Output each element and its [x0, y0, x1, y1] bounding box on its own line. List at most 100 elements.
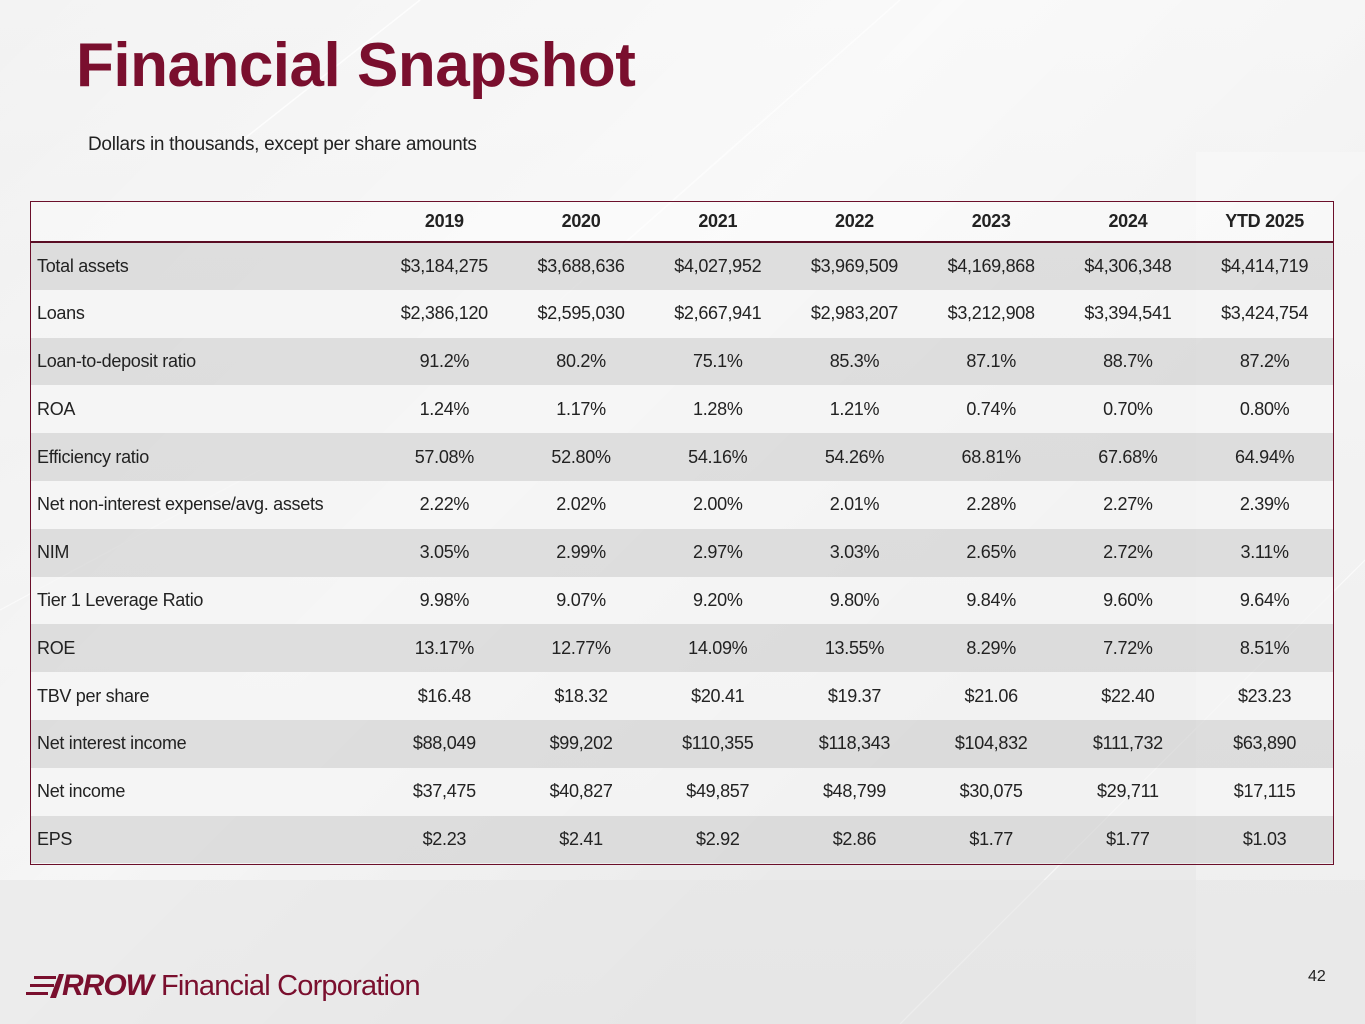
table-cell: $2,667,941 — [649, 289, 787, 338]
column-header: 2021 — [649, 202, 787, 243]
arrow-logo-icon — [26, 974, 64, 998]
table-cell: 2.27% — [1059, 480, 1197, 529]
table-cell: $111,732 — [1059, 719, 1197, 768]
table-cell: $1.77 — [922, 815, 1060, 864]
table-cell: 9.07% — [512, 576, 650, 625]
table-cell: 1.21% — [786, 385, 923, 434]
table-row: TBV per share $16.48 $18.32 $20.41 $19.37 $21… — [31, 672, 1333, 720]
table-cell: $118,343 — [786, 719, 923, 768]
row-label: ROE — [31, 624, 376, 673]
table-cell: 9.60% — [1059, 576, 1197, 625]
table-cell: 1.17% — [512, 385, 650, 434]
table-cell: 1.28% — [649, 385, 787, 434]
table-cell: $18.32 — [512, 672, 650, 720]
table-cell: 67.68% — [1059, 433, 1197, 481]
table-cell: 14.09% — [649, 624, 787, 673]
table-cell: 91.2% — [376, 337, 513, 386]
table-cell: 8.51% — [1196, 624, 1333, 673]
table-header-row: 2019 2020 2021 2022 2023 2024 YTD 2025 — [31, 202, 1333, 243]
table-row: NIM 3.05% 2.99% 2.97% 3.03% 2.65% 2.72% 3.11% — [31, 528, 1333, 577]
table-cell: $2.41 — [512, 815, 650, 864]
page-subtitle: Dollars in thousands, except per share a… — [88, 134, 477, 155]
table-row: Tier 1 Leverage Ratio 9.98% 9.07% 9.20% 9.80… — [31, 576, 1333, 625]
table-cell: 9.98% — [376, 576, 513, 625]
table-cell: $20.41 — [649, 672, 787, 720]
column-header: 2019 — [376, 202, 513, 243]
table-cell: $40,827 — [512, 767, 650, 816]
row-label: Loans — [31, 289, 376, 338]
table-cell: 8.29% — [922, 624, 1060, 673]
table-cell: 9.84% — [922, 576, 1060, 625]
row-label: Efficiency ratio — [31, 433, 376, 481]
table-row: Net non-interest expense/avg. assets 2.22… — [31, 480, 1333, 529]
table-cell: $2,983,207 — [786, 289, 923, 338]
row-label: Total assets — [31, 242, 376, 290]
table-cell: 9.20% — [649, 576, 787, 625]
table-cell: $4,306,348 — [1059, 242, 1197, 290]
table-cell: 2.72% — [1059, 528, 1197, 577]
table-cell: 13.55% — [786, 624, 923, 673]
table-row: Net income $37,475 $40,827 $49,857 $48,799 $3… — [31, 767, 1333, 816]
table-cell: $4,169,868 — [922, 242, 1060, 290]
table-cell: $4,027,952 — [649, 242, 787, 290]
table-cell: 88.7% — [1059, 337, 1197, 386]
logo-company-name: Financial Corporation — [160, 969, 421, 1002]
table-row: ROA 1.24% 1.17% 1.28% 1.21% 0.74% 0.70% 0.80% — [31, 385, 1333, 434]
column-header: 2023 — [922, 202, 1060, 243]
table-cell: $2.92 — [649, 815, 787, 864]
table-cell: 12.77% — [512, 624, 650, 673]
table-cell: $3,424,754 — [1196, 289, 1333, 338]
table-cell: 57.08% — [376, 433, 513, 481]
table-cell: $2.86 — [786, 815, 923, 864]
table-cell: 9.80% — [786, 576, 923, 625]
table-cell: $16.48 — [376, 672, 513, 720]
table-cell: $1.77 — [1059, 815, 1197, 864]
table-cell: 68.81% — [922, 433, 1060, 481]
table-cell: $110,355 — [649, 719, 787, 768]
table-cell: 13.17% — [376, 624, 513, 673]
logo-wordmark: RROW — [62, 969, 154, 1002]
table-cell: $37,475 — [376, 767, 513, 816]
page-title: Financial Snapshot — [76, 31, 636, 100]
table-cell: $104,832 — [922, 719, 1060, 768]
table-cell: 2.28% — [922, 480, 1060, 529]
table-cell: 52.80% — [512, 433, 650, 481]
table-cell: $3,394,541 — [1059, 289, 1197, 338]
table-cell: $1.03 — [1196, 815, 1333, 864]
table-cell: $21.06 — [922, 672, 1060, 720]
table-row: Net interest income $88,049 $99,202 $110,35… — [31, 719, 1333, 768]
table-cell: 2.65% — [922, 528, 1060, 577]
row-label: Net income — [31, 767, 376, 816]
table-cell: 2.22% — [376, 480, 513, 529]
table-cell: 1.24% — [376, 385, 513, 434]
financial-table: 2019 2020 2021 2022 2023 2024 YTD 2025 T… — [30, 201, 1334, 865]
table-cell: $22.40 — [1059, 672, 1197, 720]
row-label: Net non-interest expense/avg. assets — [31, 480, 376, 529]
table-cell: 9.64% — [1196, 576, 1333, 625]
table-cell: $2,386,120 — [376, 289, 513, 338]
table-cell: 2.02% — [512, 480, 650, 529]
table-cell: 7.72% — [1059, 624, 1197, 673]
column-header: 2024 — [1059, 202, 1197, 243]
table-row: ROE 13.17% 12.77% 14.09% 13.55% 8.29% 7.72% 8.5… — [31, 624, 1333, 673]
row-label: ROA — [31, 385, 376, 434]
table-cell: $30,075 — [922, 767, 1060, 816]
table-cell: $19.37 — [786, 672, 923, 720]
row-label: NIM — [31, 528, 376, 577]
table-cell: $4,414,719 — [1196, 242, 1333, 290]
table-cell: 0.80% — [1196, 385, 1333, 434]
table-row: Efficiency ratio 57.08% 52.80% 54.16% 54.26%… — [31, 433, 1333, 481]
table-body: Total assets $3,184,275 $3,688,636 $4,027,9… — [31, 242, 1333, 864]
column-header: 2020 — [512, 202, 650, 243]
page-number: 42 — [1308, 968, 1326, 985]
table-cell: $48,799 — [786, 767, 923, 816]
table-cell: 2.39% — [1196, 480, 1333, 529]
table-cell: $29,711 — [1059, 767, 1197, 816]
row-label: TBV per share — [31, 672, 376, 720]
table-cell: 2.01% — [786, 480, 923, 529]
table-cell: $17,115 — [1196, 767, 1333, 816]
table-cell: 87.2% — [1196, 337, 1333, 386]
table-row: Loans $2,386,120 $2,595,030 $2,667,941 $2,98… — [31, 289, 1333, 338]
table-cell: 3.03% — [786, 528, 923, 577]
table-cell: $23.23 — [1196, 672, 1333, 720]
